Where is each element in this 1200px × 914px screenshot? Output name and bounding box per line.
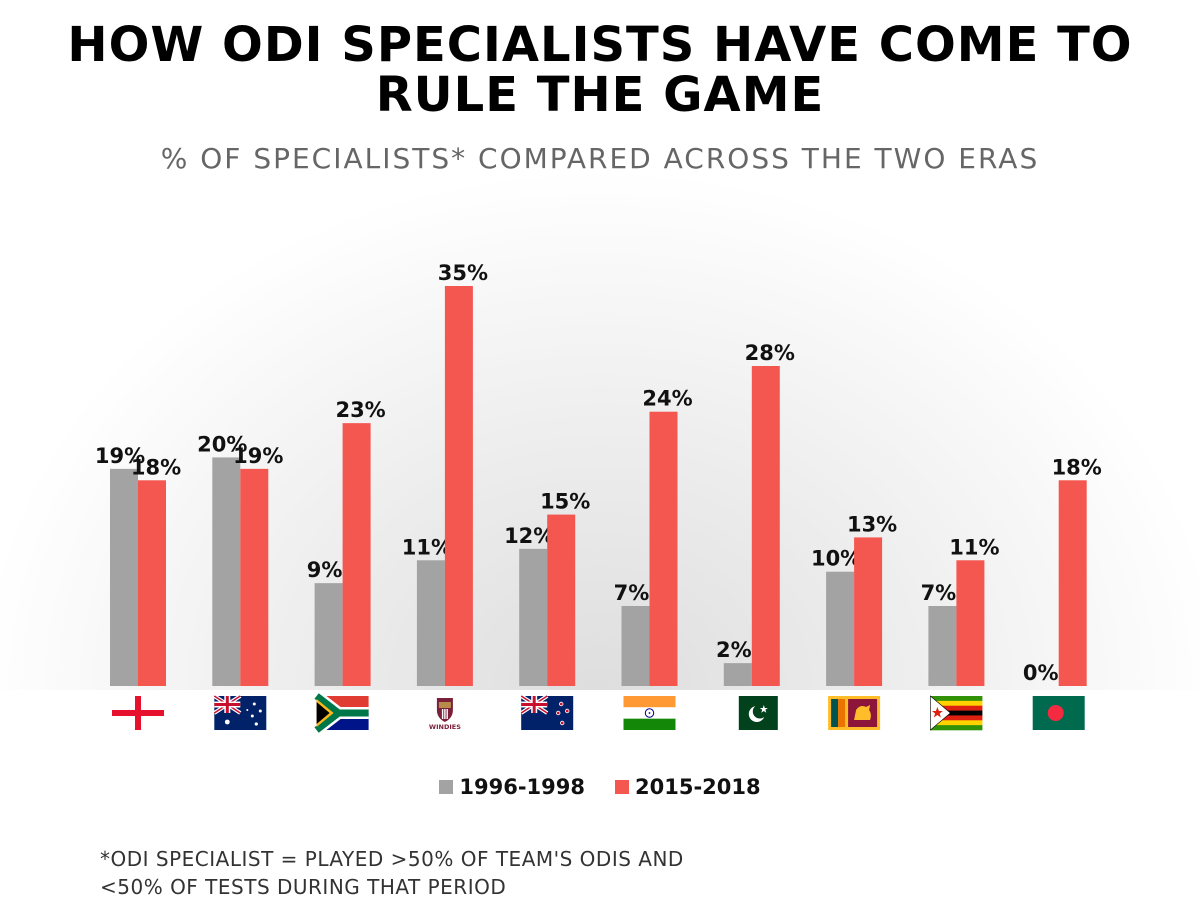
data-label-2-sri-lanka-flag: 13%: [847, 512, 897, 536]
data-label-2-pakistan-flag: 28%: [745, 341, 795, 365]
data-label-1-new-zealand-flag: 12%: [504, 524, 554, 548]
data-label-1-india-flag: 7%: [614, 581, 650, 605]
data-label-2-zimbabwe-flag: 11%: [949, 535, 999, 559]
chart-title: HOW ODI SPECIALISTS HAVE COME TO RULE THE…: [67, 17, 1133, 123]
data-label-2-australia-flag: 19%: [233, 444, 283, 468]
india-flag: [623, 696, 676, 730]
footnote: *ODI SPECIALIST = PLAYED >50% OF TEAM'S …: [100, 845, 800, 901]
bar-2-pakistan-flag: [751, 366, 780, 686]
bar-2-windies-logo: [444, 286, 473, 686]
data-label-1-south-africa-flag: 9%: [307, 558, 343, 582]
data-label-1-england-flag: 19%: [95, 444, 145, 468]
data-label-1-zimbabwe-flag: 7%: [921, 581, 957, 605]
data-label-2-england-flag: 18%: [131, 455, 181, 479]
legend-swatch-era1: [439, 780, 454, 794]
bar-2-zimbabwe-flag: [956, 560, 985, 686]
legend: 1996-1998 2015-2018: [0, 775, 1200, 799]
bar-1-new-zealand-flag: [519, 548, 548, 686]
bar-2-new-zealand-flag: [547, 514, 576, 686]
data-label-1-australia-flag: 20%: [197, 432, 247, 456]
legend-item-era1: 1996-1998: [439, 775, 585, 799]
bar-2-australia-flag: [240, 468, 269, 686]
bar-1-sri-lanka-flag: [826, 571, 855, 686]
england-flag: [112, 696, 164, 730]
bar-2-sri-lanka-flag: [854, 537, 883, 686]
legend-swatch-era2: [615, 780, 629, 794]
bar-1-pakistan-flag: [723, 663, 752, 686]
bangladesh-flag: [1032, 696, 1085, 730]
data-label-1-pakistan-flag: 2%: [716, 638, 752, 662]
legend-label-era1: 1996-1998: [459, 775, 585, 799]
pakistan-flag: [725, 696, 778, 730]
bar-2-bangladesh-flag: [1058, 480, 1087, 686]
bar-1-zimbabwe-flag: [928, 606, 957, 686]
data-label-2-india-flag: 24%: [642, 387, 692, 411]
data-label-2-windies-logo: 35%: [438, 261, 488, 285]
data-label-1-sri-lanka-flag: 10%: [811, 547, 861, 571]
windies-logo-text: WINDIES: [429, 723, 461, 731]
zimbabwe-flag: [930, 695, 983, 731]
footnote-line-2: <50% OF TESTS DURING THAT PERIOD: [100, 875, 507, 899]
bar-1-windies-logo: [416, 560, 445, 686]
new-zealand-flag: [520, 694, 574, 730]
chart-subtitle: % OF SPECIALISTS* COMPARED ACROSS THE TW…: [160, 142, 1040, 175]
south-africa-flag: [312, 691, 369, 735]
bar-2-india-flag: [649, 411, 678, 686]
background-glow: [0, 120, 1200, 690]
footnote-line-1: *ODI SPECIALIST = PLAYED >50% OF TEAM'S …: [100, 847, 684, 871]
data-label-1-windies-logo: 11%: [402, 535, 452, 559]
data-label-1-bangladesh-flag: 0%: [1023, 661, 1059, 685]
bar-1-south-africa-flag: [314, 583, 343, 686]
bar-1-england-flag: [110, 468, 138, 686]
bar-1-australia-flag: [212, 457, 241, 686]
bar-1-india-flag: [621, 606, 650, 686]
data-label-2-bangladesh-flag: 18%: [1052, 455, 1102, 479]
sri-lanka-flag: [828, 696, 881, 730]
bar-chart: 19% 20%9%11% 12%7%2%10%7%0%18% 19%23%35%15%…: [95, 261, 1102, 735]
legend-label-era2: 2015-2018: [635, 775, 761, 799]
windies-logo: WINDIES: [429, 698, 461, 731]
bar-2-south-africa-flag: [342, 423, 371, 686]
australia-flag: [213, 694, 267, 730]
bar-2-england-flag: [138, 480, 166, 686]
data-label-2-south-africa-flag: 23%: [335, 398, 385, 422]
legend-item-era2: 2015-2018: [615, 775, 761, 799]
data-label-2-new-zealand-flag: 15%: [540, 490, 590, 514]
